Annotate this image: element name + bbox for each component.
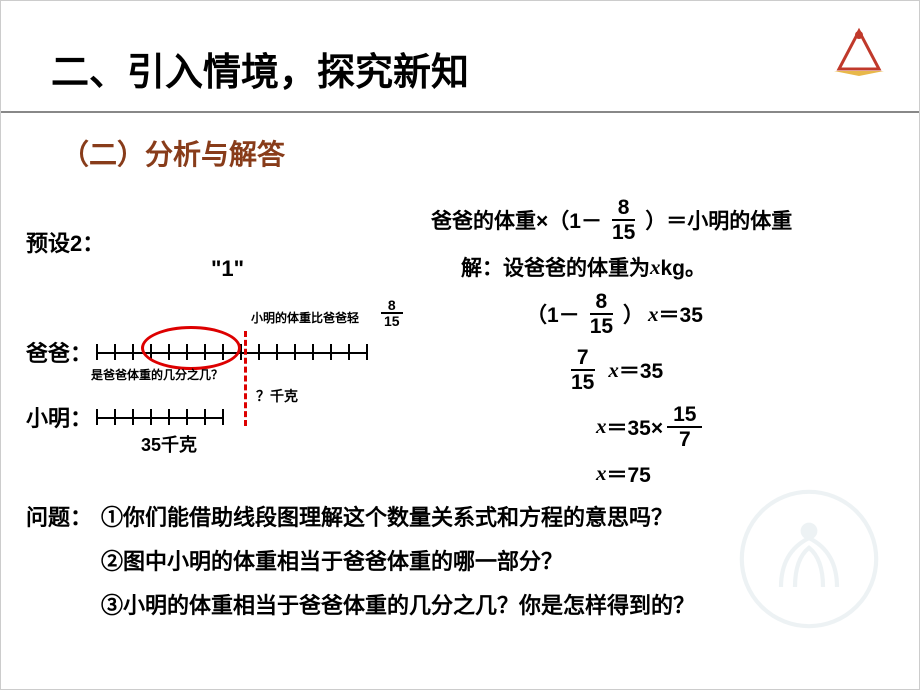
note-frac-num: 8	[381, 298, 403, 314]
s1-eq: ＝35	[659, 299, 703, 329]
eq-relation: 爸爸的体重×（1－ 8 15 ）＝小明的体重	[431, 196, 891, 244]
s2-d: 15	[565, 371, 600, 394]
slide: 二、引入情境，探究新知 （二）分析与解答 预设2： "1" 小明的体重比爸爸轻 …	[0, 0, 920, 690]
s1-post: ）	[623, 299, 644, 329]
note-frac-den: 15	[381, 314, 403, 328]
q1-text: ①你们能借助线段图理解这个数量关系式和方程的意思吗？	[101, 505, 673, 530]
dad-label: 爸爸：	[26, 336, 96, 368]
eq-top-n: 8	[612, 196, 636, 221]
s4-eq: ＝75	[607, 459, 651, 489]
s2-var: x	[608, 358, 619, 383]
eq-top-pre: 爸爸的体重×（1－	[431, 205, 602, 235]
ming-label: 小明：	[26, 401, 96, 433]
eq-step4: x ＝75	[431, 459, 891, 489]
watermark-icon	[739, 489, 879, 629]
eq-step1: （1－ 8 15 ） x ＝35	[431, 290, 891, 338]
eq-top-post: ）＝小明的体重	[645, 205, 792, 235]
slide-title: 二、引入情境，探究新知	[1, 1, 919, 111]
q3-text: ③小明的体重相当于爸爸体重的几分之几？你是怎样得到的？	[101, 593, 695, 618]
equation-area: 爸爸的体重×（1－ 8 15 ）＝小明的体重 解：设爸爸的体重为 x kg。 （…	[431, 196, 891, 497]
q2-text: ②图中小明的体重相当于爸爸体重的哪一部分？	[101, 549, 563, 574]
preset-label: 预设2：	[26, 226, 104, 258]
q2-row: ②图中小明的体重相当于爸爸体重的哪一部分？	[26, 540, 695, 584]
ming-row: 小明：	[26, 401, 222, 433]
eq-step3: x ＝35× 15 7	[431, 403, 891, 451]
eq-let: 解：设爸爸的体重为 x kg。	[431, 252, 891, 282]
eq-let-var: x	[650, 255, 661, 280]
qmark-kg: ？千克	[256, 386, 298, 406]
note-fraction: 8 15	[381, 298, 403, 328]
s4-var: x	[596, 461, 607, 486]
red-ellipse	[141, 326, 241, 370]
s3-d: 7	[673, 428, 697, 451]
tools-icon	[829, 21, 889, 81]
s2-eq: ＝35	[619, 355, 663, 385]
s1-pre: （1－	[526, 299, 580, 329]
question-label: 问题：	[26, 496, 101, 540]
eq-top-d: 15	[606, 221, 641, 244]
s2-n: 7	[571, 346, 595, 371]
note-lighter: 小明的体重比爸爸轻	[251, 309, 359, 326]
weight-35: 35千克	[141, 431, 197, 457]
dash-line	[244, 331, 247, 426]
eq-let-unit: kg。	[661, 252, 707, 282]
eq-let-text: 解：设爸爸的体重为	[461, 252, 650, 282]
s3-n: 15	[667, 403, 702, 428]
note-lighter-text: 小明的体重比爸爸轻	[251, 311, 359, 325]
s1-d: 15	[584, 315, 619, 338]
q3-row: ③小明的体重相当于爸爸体重的几分之几？你是怎样得到的？	[26, 584, 695, 628]
s3-eq: ＝35×	[607, 412, 664, 442]
s1-var: x	[648, 302, 659, 327]
note-fraction-question: 是爸爸体重的几分之几？	[91, 366, 223, 383]
slide-subtitle: （二）分析与解答	[1, 113, 919, 173]
unit-one-label: "1"	[211, 256, 244, 282]
s1-n: 8	[590, 290, 614, 315]
line-diagram: 小明的体重比爸爸轻 8 15 爸爸： 是爸爸体重的几分之几？ ？千克 小明： 3…	[26, 281, 446, 461]
questions: 问题：①你们能借助线段图理解这个数量关系式和方程的意思吗？ ②图中小明的体重相当…	[26, 496, 695, 628]
s3-var: x	[596, 414, 607, 439]
ming-bar	[96, 407, 222, 427]
eq-step2: 7 15 x ＝35	[431, 346, 891, 394]
q1-row: 问题：①你们能借助线段图理解这个数量关系式和方程的意思吗？	[26, 496, 695, 540]
